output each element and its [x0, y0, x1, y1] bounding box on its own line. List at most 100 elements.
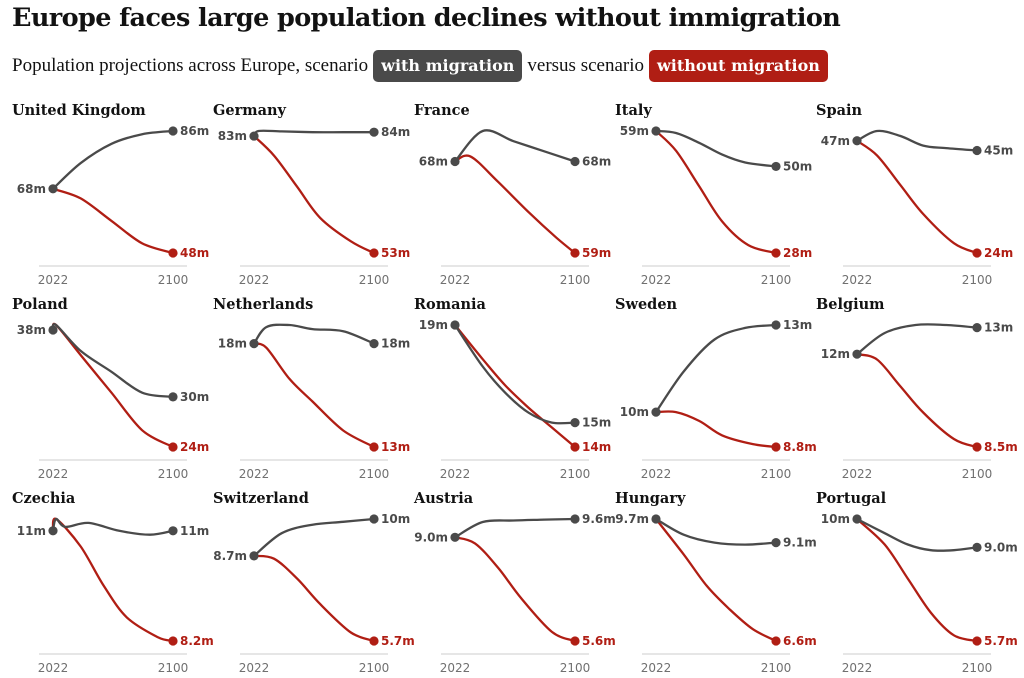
x-tick-label: 2022: [38, 661, 69, 675]
value-label-without-migration: 28m: [783, 246, 812, 260]
series-line-with-migration: [453, 129, 577, 163]
x-tick-label: 2100: [761, 467, 792, 481]
x-tick-label: 2022: [440, 467, 471, 481]
end-point-with-migration: [972, 323, 982, 333]
series-line-without-migration: [855, 139, 979, 255]
series-line-without-migration: [453, 323, 577, 449]
value-label-without-migration: 8.2m: [180, 634, 214, 648]
value-label-start: 8.7m: [213, 549, 247, 563]
x-tick-label: 2100: [962, 467, 993, 481]
end-point-without-migration: [570, 248, 580, 258]
panel-title: Austria: [413, 490, 474, 507]
start-point: [249, 339, 259, 349]
x-tick-label: 2100: [359, 273, 390, 287]
value-label-with-migration: 84m: [381, 125, 410, 139]
x-tick-label: 2100: [359, 661, 390, 675]
value-label-without-migration: 8.5m: [984, 440, 1018, 454]
x-tick-label: 2100: [158, 467, 189, 481]
value-label-with-migration: 9.6m: [582, 512, 616, 526]
panel-title: Czechia: [12, 490, 76, 507]
x-tick-label: 2100: [158, 273, 189, 287]
panel-austria: Austria 2022 2100 9.6m 5.6m 9.0m: [413, 490, 616, 675]
series-line-with-migration: [654, 323, 778, 414]
x-tick-label: 2022: [38, 273, 69, 287]
end-point-without-migration: [570, 442, 580, 452]
value-label-start: 11m: [17, 524, 46, 538]
value-label-start: 47m: [821, 134, 850, 148]
start-point: [450, 320, 460, 330]
panel-title: Belgium: [816, 296, 885, 313]
value-label-with-migration: 45m: [984, 144, 1013, 158]
panel-title: Germany: [213, 102, 287, 119]
x-tick-label: 2022: [440, 661, 471, 675]
end-point-without-migration: [972, 636, 982, 646]
panel-title: Switzerland: [213, 490, 309, 507]
x-tick-label: 2100: [761, 273, 792, 287]
legend-with-migration: with migration: [373, 50, 523, 82]
value-label-with-migration: 30m: [180, 390, 209, 404]
series-line-with-migration: [453, 323, 577, 425]
end-point-with-migration: [570, 514, 580, 524]
subtitle-prefix: Population projections across Europe, sc…: [12, 55, 369, 76]
panel-title: France: [414, 102, 470, 119]
start-point: [249, 551, 259, 561]
end-point-without-migration: [972, 248, 982, 258]
value-label-with-migration: 68m: [582, 155, 611, 169]
x-tick-label: 2022: [641, 661, 672, 675]
x-tick-label: 2100: [359, 467, 390, 481]
panel-hungary: Hungary 2022 2100 9.1m 6.6m 9.7m: [615, 490, 817, 675]
value-label-start: 59m: [620, 124, 649, 138]
value-label-start: 9.0m: [414, 530, 448, 544]
value-label-without-migration: 24m: [984, 246, 1013, 260]
chart-title: Europe faces large population declines w…: [12, 3, 841, 33]
x-tick-label: 2022: [842, 661, 873, 675]
subtitle-middle: versus scenario: [527, 55, 644, 76]
value-label-with-migration: 86m: [180, 124, 209, 138]
x-tick-label: 2022: [842, 467, 873, 481]
start-point: [450, 532, 460, 542]
panel-germany: Germany 2022 2100 84m 53m 83m: [213, 102, 410, 287]
series-line-without-migration: [654, 129, 778, 255]
end-point-with-migration: [570, 156, 580, 167]
x-tick-label: 2100: [962, 273, 993, 287]
end-point-with-migration: [771, 538, 781, 548]
series-line-without-migration: [453, 154, 577, 255]
start-point: [48, 325, 58, 335]
start-point: [48, 184, 58, 194]
value-label-with-migration: 9.0m: [984, 540, 1018, 554]
panel-title: Sweden: [615, 296, 678, 313]
start-point: [651, 126, 661, 136]
panel-sweden: Sweden 2022 2100 13m 8.8m 10m: [615, 296, 817, 481]
end-point-with-migration: [972, 542, 982, 552]
end-point-without-migration: [771, 636, 781, 646]
value-label-without-migration: 53m: [381, 246, 410, 260]
x-tick-label: 2022: [239, 661, 270, 675]
x-tick-label: 2022: [440, 273, 471, 287]
end-point-without-migration: [369, 442, 379, 452]
x-tick-label: 2100: [560, 273, 591, 287]
value-label-with-migration: 18m: [381, 337, 410, 351]
panel-czechia: Czechia 2022 2100 11m 8.2m 11m: [12, 490, 214, 675]
end-point-with-migration: [168, 526, 178, 536]
end-point-with-migration: [369, 127, 379, 137]
value-label-start: 38m: [17, 323, 46, 337]
end-point-without-migration: [771, 248, 781, 258]
panel-title: Spain: [816, 102, 863, 119]
value-label-start: 10m: [821, 512, 850, 526]
series-line-with-migration: [51, 129, 175, 190]
value-label-without-migration: 48m: [180, 246, 209, 260]
panel-united-kingdom: United Kingdom 2022 2100 86m 48m 68m: [12, 102, 209, 287]
panel-title: Hungary: [615, 490, 686, 507]
value-label-with-migration: 50m: [783, 159, 812, 173]
panel-title: Portugal: [816, 490, 887, 507]
panel-spain: Spain 2022 2100 45m 24m 47m: [816, 102, 1013, 287]
panel-switzerland: Switzerland 2022 2100 10m 5.7m 8.7m: [213, 490, 415, 675]
end-point-without-migration: [771, 442, 781, 452]
series-line-without-migration: [654, 517, 778, 643]
x-tick-label: 2100: [962, 661, 993, 675]
end-point-with-migration: [168, 392, 178, 402]
start-point: [651, 407, 661, 417]
x-tick-label: 2022: [641, 273, 672, 287]
value-label-with-migration: 11m: [180, 524, 209, 538]
panel-title: Romania: [414, 296, 487, 313]
